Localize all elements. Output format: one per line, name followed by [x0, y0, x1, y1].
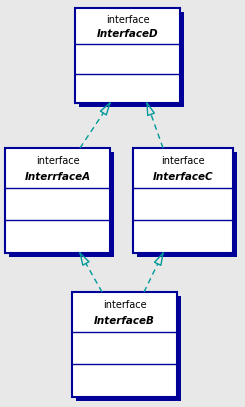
- Text: InterfaceB: InterfaceB: [94, 316, 155, 326]
- FancyBboxPatch shape: [9, 152, 114, 257]
- Text: InterrfaceA: InterrfaceA: [24, 172, 91, 182]
- Text: InterfaceD: InterfaceD: [97, 29, 158, 39]
- FancyBboxPatch shape: [76, 296, 181, 401]
- FancyBboxPatch shape: [133, 148, 233, 253]
- Text: interface: interface: [103, 300, 146, 310]
- Text: interface: interface: [36, 156, 79, 166]
- Text: InterfaceC: InterfaceC: [153, 172, 213, 182]
- FancyBboxPatch shape: [5, 148, 110, 253]
- FancyBboxPatch shape: [137, 152, 237, 257]
- FancyBboxPatch shape: [72, 292, 177, 397]
- Text: interface: interface: [161, 156, 205, 166]
- Text: interface: interface: [106, 15, 149, 24]
- FancyBboxPatch shape: [75, 8, 180, 103]
- FancyBboxPatch shape: [79, 12, 184, 107]
